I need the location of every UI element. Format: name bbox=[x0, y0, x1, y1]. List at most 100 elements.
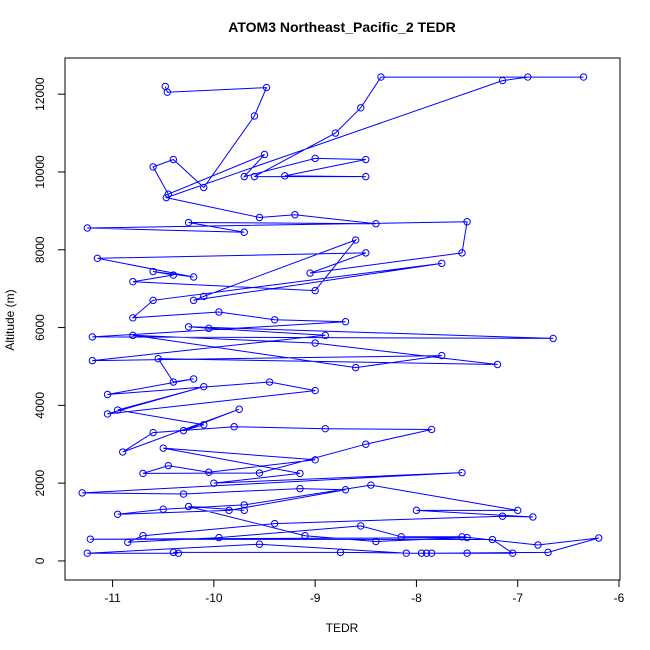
data-point bbox=[498, 76, 507, 85]
data-point bbox=[210, 479, 218, 487]
data-point bbox=[458, 468, 466, 477]
data-point bbox=[579, 73, 588, 81]
data-point bbox=[514, 506, 522, 515]
data-point bbox=[113, 510, 122, 518]
data-point bbox=[463, 533, 471, 542]
data-point bbox=[351, 363, 360, 372]
data-point bbox=[311, 286, 319, 295]
data-point bbox=[357, 522, 365, 530]
y-tick-label: 10000 bbox=[33, 155, 47, 189]
x-tick-label: -6 bbox=[614, 591, 625, 605]
x-tick-label: -10 bbox=[205, 591, 223, 605]
data-point bbox=[179, 490, 188, 498]
data-point bbox=[215, 308, 223, 316]
data-point bbox=[235, 405, 243, 413]
data-point bbox=[311, 456, 319, 464]
data-point bbox=[129, 331, 137, 340]
data-point bbox=[103, 390, 112, 399]
data-point bbox=[149, 163, 157, 171]
data-point bbox=[427, 425, 436, 434]
data-point bbox=[529, 513, 537, 521]
data-point bbox=[270, 316, 279, 324]
data-point bbox=[113, 406, 122, 414]
chart-title: ATOM3 Northeast_Pacific_2 TEDR bbox=[228, 19, 455, 35]
data-point bbox=[124, 538, 132, 546]
data-point bbox=[189, 273, 198, 281]
data-point bbox=[179, 426, 188, 435]
data-point bbox=[86, 535, 95, 543]
x-tick-label: -7 bbox=[512, 591, 523, 605]
x-tick-label: -8 bbox=[411, 591, 422, 605]
data-point bbox=[205, 324, 213, 333]
data-point bbox=[200, 183, 208, 192]
data-point bbox=[372, 537, 380, 546]
data-point bbox=[139, 469, 147, 478]
data-point bbox=[149, 296, 157, 305]
data-point bbox=[417, 549, 426, 557]
data-point bbox=[215, 533, 223, 542]
data-point bbox=[296, 469, 304, 478]
data-point bbox=[296, 484, 304, 493]
x-tick-label: -11 bbox=[104, 591, 121, 605]
data-point bbox=[265, 378, 274, 386]
y-tick-label: 4000 bbox=[33, 392, 47, 419]
data-point bbox=[488, 535, 497, 544]
plot-frame bbox=[64, 57, 621, 581]
data-point bbox=[463, 549, 471, 557]
data-point bbox=[255, 213, 264, 222]
data-point bbox=[362, 172, 370, 181]
data-point bbox=[311, 339, 319, 347]
data-point bbox=[174, 549, 183, 557]
data-point bbox=[88, 356, 97, 365]
data-point bbox=[169, 548, 178, 557]
data-point bbox=[544, 548, 552, 557]
data-point bbox=[225, 506, 233, 515]
data-point bbox=[422, 549, 431, 557]
data-point bbox=[154, 354, 162, 363]
data-point bbox=[311, 154, 319, 163]
data-point bbox=[83, 549, 91, 557]
data-point bbox=[129, 314, 137, 322]
data-point bbox=[162, 193, 170, 202]
data-point bbox=[311, 386, 319, 395]
data-point bbox=[240, 506, 248, 515]
data-point bbox=[508, 549, 517, 557]
data-point bbox=[149, 267, 157, 276]
data-point bbox=[321, 424, 329, 433]
data-point bbox=[262, 83, 271, 92]
data-point bbox=[306, 269, 314, 277]
data-point bbox=[189, 375, 198, 383]
data-point bbox=[250, 172, 259, 181]
data-point bbox=[341, 318, 350, 326]
data-point bbox=[357, 104, 365, 112]
data-point bbox=[260, 150, 269, 159]
data-point bbox=[362, 155, 370, 164]
data-point bbox=[184, 502, 193, 511]
data-point bbox=[250, 112, 259, 120]
y-tick-label: 6000 bbox=[33, 314, 47, 341]
data-point bbox=[367, 481, 375, 489]
data-point bbox=[595, 534, 603, 542]
y-tick-label: 8000 bbox=[33, 236, 47, 263]
data-point bbox=[427, 549, 436, 557]
data-point bbox=[189, 296, 198, 305]
data-point bbox=[240, 172, 248, 181]
data-point bbox=[524, 73, 532, 81]
data-point bbox=[163, 88, 171, 96]
y-tick-label: 0 bbox=[33, 557, 47, 564]
data-point bbox=[291, 211, 299, 219]
data-point bbox=[255, 469, 264, 477]
y-tick-label: 12000 bbox=[33, 77, 47, 111]
data-point bbox=[129, 277, 137, 286]
data-point bbox=[377, 73, 385, 81]
data-point bbox=[159, 444, 167, 452]
data-point bbox=[139, 531, 147, 540]
data-line bbox=[82, 76, 599, 554]
data-point bbox=[362, 440, 370, 448]
data-point bbox=[78, 489, 86, 497]
data-point bbox=[331, 129, 340, 137]
data-point bbox=[458, 249, 466, 257]
y-tick-label: 2000 bbox=[33, 469, 47, 496]
data-point bbox=[149, 428, 157, 437]
